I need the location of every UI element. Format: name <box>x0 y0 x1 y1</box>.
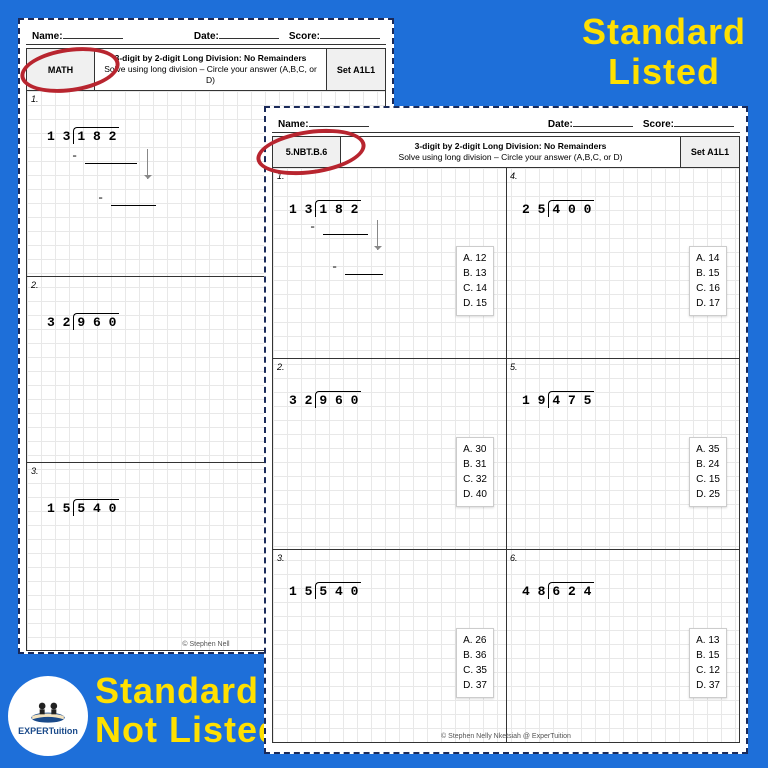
title-row: MATH 3-digit by 2-digit Long Division: N… <box>26 48 386 91</box>
answer-options: A. 12B. 13C. 14D. 15 <box>456 246 494 316</box>
subject-tag: MATH <box>27 49 95 90</box>
answer-options: A. 13B. 15C. 12D. 37 <box>689 628 727 698</box>
answer-options: A. 30B. 31C. 32D. 40 <box>456 437 494 507</box>
expertuition-logo: EXPERTuition <box>8 676 88 756</box>
standard-tag: 5.NBT.B.6 <box>273 137 341 167</box>
problem-4: 4. 2 54 0 0 A. 14B. 15C. 16D. 17 <box>506 168 739 359</box>
problem-1: 1. 1 31 8 2 - - A. 12B. 13C. 14D. 15 <box>273 168 506 359</box>
problem-6: 6. 4 86 2 4 A. 13B. 15C. 12D. 37 <box>506 550 739 741</box>
callout-standard-not-listed: StandardNot Listed <box>95 671 281 750</box>
header-row: Name: Date: Score: <box>26 26 386 45</box>
problem-3: 3. 1 55 4 0 A. 26B. 36C. 35D. 37 <box>273 550 506 741</box>
copyright: © Stephen Nelly Nketsiah @ ExperTuition <box>273 733 739 740</box>
set-label: Set A1L1 <box>681 137 739 167</box>
title-main: 3-digit by 2-digit Long Division: No Rem… <box>341 137 681 167</box>
answer-options: A. 35B. 24C. 15D. 25 <box>689 437 727 507</box>
problem-grid: 1. 1 31 8 2 - - A. 12B. 13C. 14D. 15 2. … <box>272 168 740 743</box>
title-row: 5.NBT.B.6 3-digit by 2-digit Long Divisi… <box>272 136 740 168</box>
title-main: 3-digit by 2-digit Long Division: No Rem… <box>95 49 327 90</box>
worksheet-standard: Name: Date: Score: 5.NBT.B.6 3-digit by … <box>264 106 748 754</box>
answer-options: A. 26B. 36C. 35D. 37 <box>456 628 494 698</box>
callout-standard-listed: StandardListed <box>582 12 746 91</box>
set-label: Set A1L1 <box>327 49 385 90</box>
problem-5: 5. 1 94 7 5 A. 35B. 24C. 15D. 25 <box>506 359 739 550</box>
header-row: Name: Date: Score: <box>272 114 740 133</box>
answer-options: A. 14B. 15C. 16D. 17 <box>689 246 727 316</box>
problem-2: 2. 3 29 6 0 A. 30B. 31C. 32D. 40 <box>273 359 506 550</box>
